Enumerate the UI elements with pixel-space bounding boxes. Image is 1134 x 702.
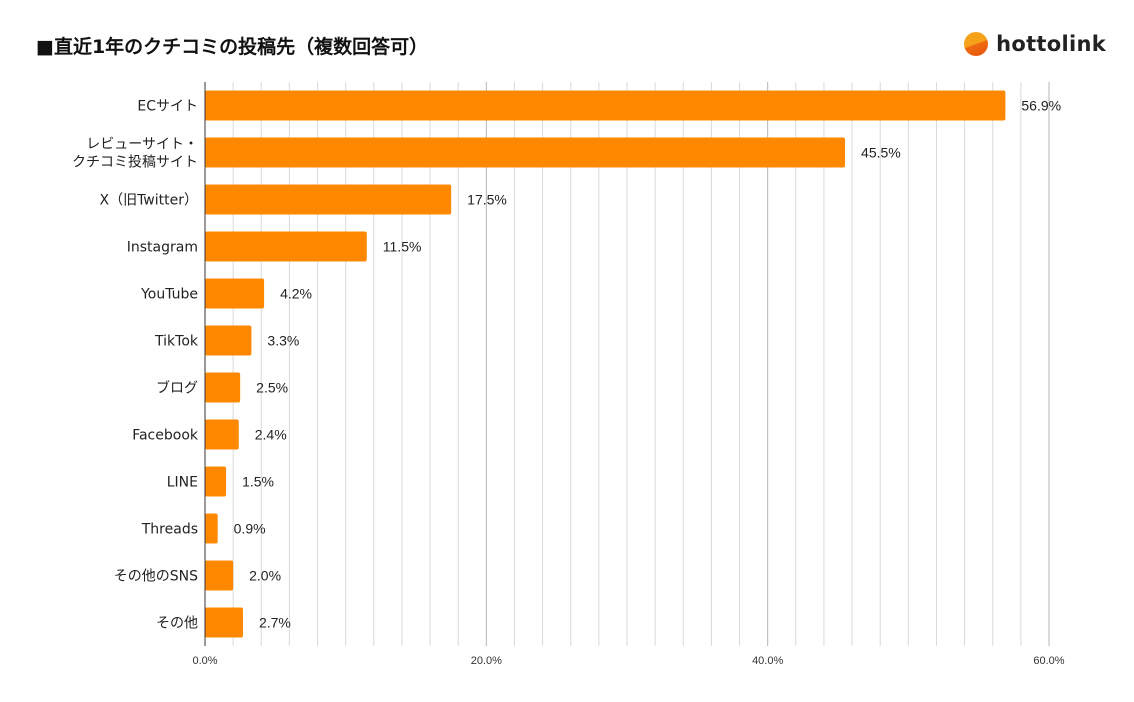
- bar: [205, 466, 227, 497]
- bar: [205, 513, 218, 544]
- x-tick-label: 20.0%: [471, 655, 502, 667]
- category-label: TikTok: [154, 334, 199, 350]
- category-label: その他のSNS: [114, 569, 198, 585]
- bar: [205, 607, 243, 638]
- bar: [205, 325, 252, 356]
- value-label: 2.5%: [256, 380, 288, 396]
- bar: [205, 184, 452, 215]
- bar: [205, 560, 234, 591]
- value-label: 4.2%: [280, 286, 312, 302]
- bar: [205, 419, 239, 450]
- bar: [205, 278, 265, 309]
- category-label: ブログ: [156, 380, 198, 397]
- value-label: 3.3%: [267, 333, 299, 349]
- value-label: 0.9%: [234, 521, 266, 537]
- value-label: 1.5%: [242, 474, 274, 490]
- category-label: Threads: [141, 522, 198, 538]
- value-label: 11.5%: [383, 239, 422, 255]
- category-label: Instagram: [127, 240, 198, 256]
- category-label: LINE: [167, 475, 198, 491]
- value-label: 45.5%: [861, 145, 901, 161]
- bar: [205, 137, 846, 168]
- value-label: 2.7%: [259, 615, 291, 631]
- value-label: 17.5%: [467, 192, 507, 208]
- category-label: Facebook: [132, 428, 199, 444]
- bar: [205, 90, 1006, 121]
- bar: [205, 372, 241, 403]
- x-tick-label: 60.0%: [1033, 655, 1064, 667]
- hottolink-logo-icon: [964, 32, 989, 56]
- brand-logo: hottolink: [964, 32, 1106, 56]
- value-label: 2.0%: [249, 568, 281, 584]
- bar: [205, 231, 367, 262]
- chart-title: ■直近1年のクチコミの投稿先（複数回答可）: [36, 36, 429, 58]
- category-label: ECサイト: [137, 99, 198, 115]
- value-label: 2.4%: [255, 427, 287, 443]
- x-tick-label: 40.0%: [752, 655, 783, 667]
- category-label: その他: [156, 616, 198, 632]
- brand-name: hottolink: [996, 32, 1106, 56]
- category-label: YouTube: [140, 287, 198, 303]
- category-label: クチコミ投稿サイト: [72, 155, 198, 171]
- category-label: レビューサイト・: [86, 137, 198, 153]
- x-tick-label: 0.0%: [192, 655, 217, 667]
- category-label: X（旧Twitter）: [99, 193, 198, 209]
- value-label: 56.9%: [1021, 98, 1061, 114]
